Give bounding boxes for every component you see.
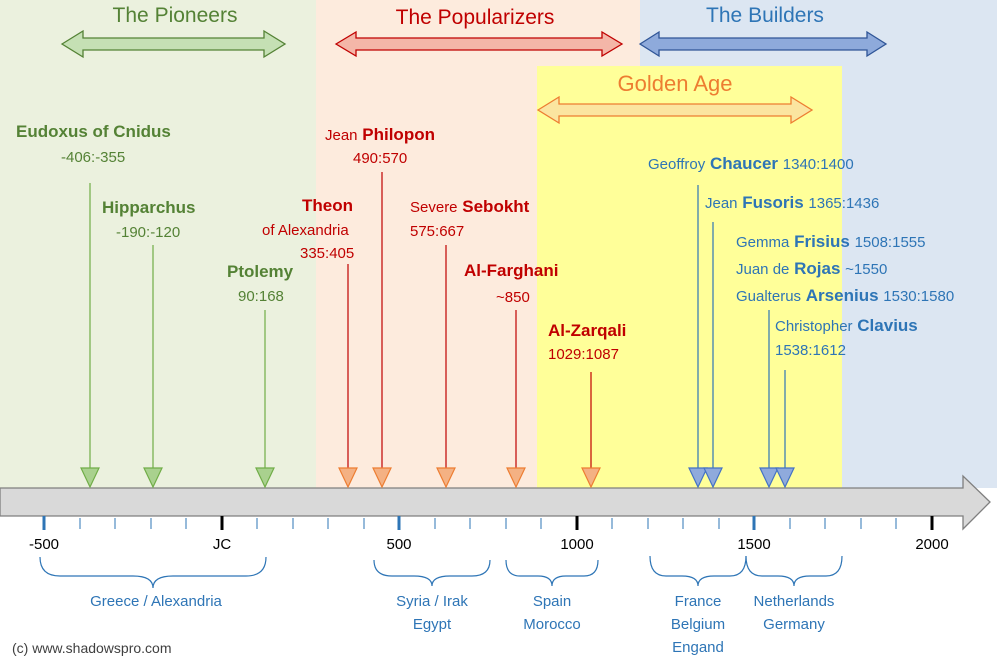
person-dates-theon: 335:405	[300, 245, 355, 262]
axis-ticks	[79, 518, 897, 529]
pioneers-band	[0, 0, 316, 488]
person-name-farghani: Al-Farghani	[464, 261, 559, 280]
region-label-syria-line2: Egypt	[412, 616, 452, 633]
person-label-rojas: Juan de Rojas ~1550	[736, 259, 888, 278]
person-label-frisius: Gemma Frisius 1508:1555	[736, 232, 926, 251]
region-label-netherlands-line2: Germany	[763, 616, 825, 633]
person-dates-farghani: ~850	[496, 289, 530, 306]
popularizers-span-arrow	[334, 30, 624, 58]
person-dates-philopon: 490:570	[353, 150, 408, 167]
person-label-fusoris: Jean Fusoris 1365:1436	[705, 193, 880, 212]
axis-label-2000: 2000	[915, 536, 949, 553]
person-name-hipparchus: Hipparchus	[102, 198, 196, 217]
person-name-eudoxus: Eudoxus of Cnidus	[16, 122, 171, 141]
region-braces	[39, 555, 843, 589]
person-label-arsenius: Gualterus Arsenius 1530:1580	[736, 286, 955, 305]
popularizer-pointers	[338, 172, 601, 489]
pioneers-span-arrow	[60, 29, 287, 59]
person-dates-zarqali: 1029:1087	[548, 346, 619, 363]
axis-label-jc: JC	[212, 536, 232, 553]
region-label-syria-line1: Syria / Irak	[396, 593, 468, 610]
builder-pointers	[688, 185, 795, 489]
person-dates-sebokht: 575:667	[410, 223, 465, 240]
region-label-greece: Greece / Alexandria	[90, 593, 222, 610]
person-dates-ptolemy: 90:168	[238, 288, 284, 305]
region-label-france-line2: Belgium	[670, 616, 726, 633]
person-label-philopon: Jean Philopon	[325, 125, 435, 144]
person-label-clavius: Christopher Clavius	[775, 316, 918, 335]
axis-label-1000: 1000	[560, 536, 594, 553]
axis-label-500: 500	[386, 536, 412, 553]
era-title-golden-age: Golden Age	[617, 71, 733, 96]
copyright-text: (c) www.shadowspro.com	[12, 640, 172, 656]
region-label-france-line1: France	[674, 593, 722, 610]
person-label-sebokht: Severe Sebokht	[410, 197, 530, 216]
person-dates-clavius: 1538:1612	[775, 342, 846, 359]
axis-major-ticks	[42, 516, 934, 530]
region-label-france-line3: Engand	[672, 639, 724, 656]
region-label-spain-line2: Morocco	[523, 616, 581, 633]
era-title-pioneers: The Pioneers	[112, 4, 238, 27]
person-dates-eudoxus: -406:-355	[61, 149, 126, 166]
person-name-ptolemy: Ptolemy	[227, 262, 294, 281]
axis-label-1500: 1500	[737, 536, 771, 553]
era-title-builders: The Builders	[706, 4, 824, 27]
golden-age-span-arrow	[536, 95, 814, 125]
region-label-netherlands-line1: Netherlands	[753, 593, 835, 610]
era-title-popularizers: The Popularizers	[395, 6, 555, 29]
golden-age-band	[537, 66, 842, 488]
person-subtitle-theon: of Alexandria	[262, 222, 349, 239]
pioneer-pointers	[80, 183, 275, 489]
axis-label-minus500: -500	[28, 536, 60, 553]
person-label-chaucer: Geoffroy Chaucer 1340:1400	[648, 154, 854, 173]
person-dates-hipparchus: -190:-120	[116, 224, 181, 241]
region-label-spain-line1: Spain	[532, 593, 572, 610]
builders-span-arrow	[638, 30, 888, 58]
person-name-zarqali: Al-Zarqali	[548, 321, 627, 340]
timeline-arrow	[0, 474, 991, 531]
person-name-theon: Theon	[302, 196, 353, 215]
